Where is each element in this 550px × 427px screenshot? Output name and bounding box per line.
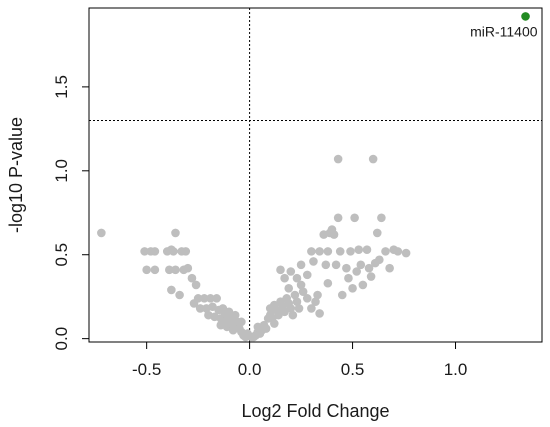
data-point [321, 260, 331, 270]
data-point [358, 280, 368, 290]
data-point [284, 283, 294, 293]
data-point [393, 247, 403, 256]
data-point [333, 213, 343, 223]
data-point [142, 265, 151, 275]
data-point [385, 263, 394, 273]
reference-lines [89, 8, 542, 342]
data-point [200, 294, 209, 303]
x-axis-title: Log2 Fold Change [241, 401, 389, 421]
y-axis-title: -log10 P-value [6, 117, 26, 233]
data-point [288, 310, 298, 320]
data-point [323, 247, 333, 256]
data-point [346, 247, 355, 256]
data-point [368, 154, 378, 164]
data-point [309, 257, 318, 266]
data-point [354, 245, 364, 254]
data-point [356, 260, 366, 270]
data-point [329, 230, 339, 239]
data-point [183, 263, 193, 273]
data-point [315, 309, 324, 318]
data-point [315, 247, 324, 256]
point-label: miR-11400 [470, 23, 538, 39]
data-point [286, 267, 296, 276]
data-point [296, 280, 306, 290]
data-point [261, 324, 271, 333]
data-point [286, 304, 296, 313]
data-point [342, 263, 351, 273]
data-point [276, 265, 285, 275]
data-point [175, 290, 184, 300]
x-axis: -0.5 0.0 0.5 1.0 [132, 341, 468, 379]
data-point [169, 247, 178, 256]
data-point [362, 245, 372, 254]
data-point [181, 247, 191, 256]
x-tick-label: 0.5 [341, 360, 365, 379]
data-point [352, 267, 361, 276]
data-point [381, 247, 390, 256]
data-point [311, 297, 320, 307]
data-point [307, 304, 316, 313]
data-point [333, 154, 343, 164]
significant-data-point [521, 12, 530, 21]
data-point [150, 265, 160, 275]
data-point [372, 228, 382, 238]
x-tick-label: 0.0 [238, 360, 262, 379]
data-point [280, 273, 289, 283]
data-point [348, 283, 357, 293]
data-point [165, 265, 174, 275]
y-axis: 0.0 0.5 1.0 1.5 [52, 75, 90, 351]
data-point [167, 285, 176, 295]
y-tick-label: 1.0 [52, 159, 71, 183]
point-annotations: miR-11400 [470, 23, 538, 39]
data-point [364, 263, 374, 273]
data-point [97, 228, 106, 238]
data-point [296, 260, 306, 270]
data-point [171, 228, 180, 238]
significant-points [521, 12, 530, 21]
data-point [191, 280, 201, 290]
data-point [375, 255, 384, 265]
y-tick-label: 1.5 [52, 75, 71, 99]
y-tick-label: 0.5 [52, 243, 71, 267]
data-point [335, 247, 345, 256]
x-tick-label: -0.5 [132, 360, 161, 379]
y-tick-label: 0.0 [52, 327, 71, 351]
data-point [140, 247, 149, 256]
data-point [377, 213, 386, 223]
data-point [331, 260, 341, 270]
data-point [150, 247, 160, 256]
data-point [350, 213, 359, 223]
data-point [323, 278, 333, 288]
data-point [313, 290, 322, 300]
data-point [270, 319, 279, 328]
non-significant-points [97, 154, 411, 342]
data-point [302, 294, 312, 303]
data-point [171, 265, 180, 275]
data-point [366, 272, 376, 281]
data-point [195, 304, 205, 313]
data-point [292, 273, 302, 283]
data-point [212, 294, 221, 303]
data-point [302, 270, 312, 280]
data-point [307, 247, 316, 256]
x-tick-label: 1.0 [444, 360, 468, 379]
data-point [337, 290, 347, 300]
data-point [187, 273, 197, 283]
data-point [292, 297, 302, 307]
data-point [401, 248, 411, 258]
data-point [344, 273, 353, 283]
data-point [298, 287, 308, 296]
data-point [294, 304, 304, 313]
data-point [290, 290, 300, 300]
data-point [206, 294, 215, 303]
data-point [230, 310, 240, 320]
data-point [237, 317, 246, 327]
data-point [193, 294, 203, 303]
